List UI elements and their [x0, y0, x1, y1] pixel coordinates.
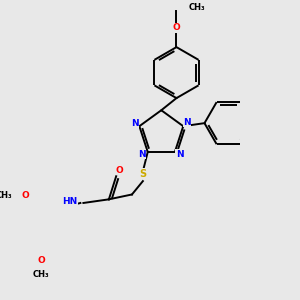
Text: O: O [37, 256, 45, 265]
Text: CH₃: CH₃ [189, 3, 205, 12]
Text: CH₃: CH₃ [33, 270, 49, 279]
Text: CH₃: CH₃ [0, 191, 12, 200]
Text: N: N [138, 150, 146, 159]
Text: O: O [172, 23, 180, 32]
Text: N: N [183, 118, 191, 127]
Text: S: S [139, 169, 146, 179]
Text: N: N [131, 119, 138, 128]
Text: N: N [176, 150, 184, 159]
Text: HN: HN [62, 197, 77, 206]
Text: O: O [21, 191, 29, 200]
Text: O: O [116, 166, 124, 175]
